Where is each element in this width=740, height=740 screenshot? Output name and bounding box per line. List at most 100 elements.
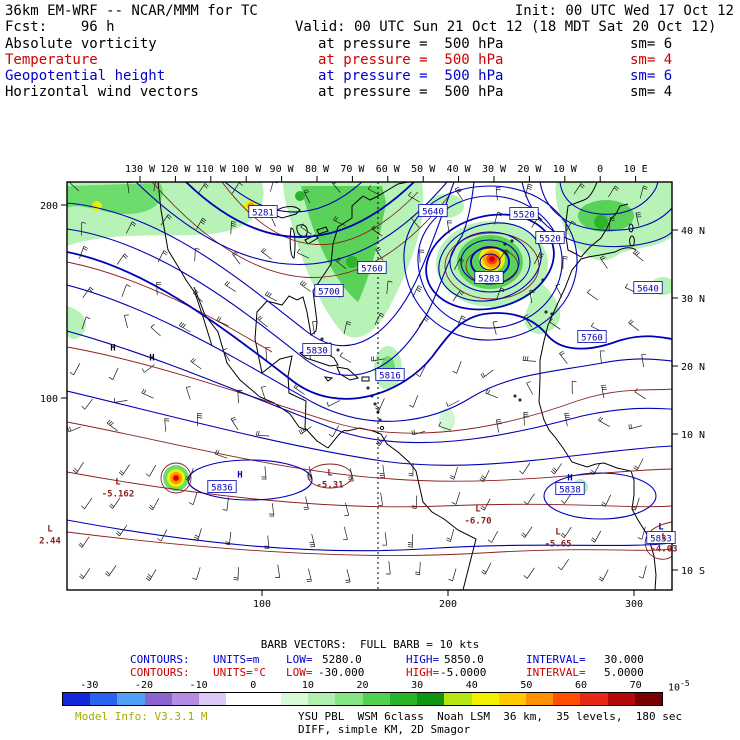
colorbar-cell [525, 693, 554, 705]
svg-text:L: L [661, 533, 667, 543]
physics-options: YSU PBL WSM 6class Noah LSM 36 km, 35 le… [298, 710, 683, 723]
colorbar-cell [226, 693, 254, 705]
barb-legend: BARB VECTORS: FULL BARB = 10 kts [260, 638, 480, 651]
legend-text: UNITS=°C [213, 666, 266, 679]
map-frame [66, 181, 673, 591]
wind-barbs [67, 182, 648, 583]
colorbar-tick-labels: -30 -20 -10 0 10 20 30 40 50 60 70 [62, 680, 663, 692]
colorbar-cell [117, 693, 145, 705]
colorbar-cell [417, 693, 445, 705]
field-name: Geopotential height [5, 68, 166, 84]
colorbar-cell [335, 693, 363, 705]
svg-text:L: L [658, 523, 664, 533]
svg-text:5833: 5833 [650, 535, 672, 545]
legend-text: 5280.0 [322, 653, 362, 666]
colorbar-tick: 50 [520, 680, 533, 691]
colorbar-cell [280, 693, 309, 705]
svg-text:5816: 5816 [379, 372, 401, 382]
svg-text:-6.70: -6.70 [464, 517, 491, 527]
field-smoothing: sm= 6 [630, 36, 673, 52]
field-pressure: at pressure = 500 hPa [318, 68, 504, 84]
header: 36km EM-WRF -- NCAR/MMM for TC Init: 00 … [0, 0, 740, 105]
axis-ticks: 130 W 120 W 110 W 100 W 90 W 80 W 70 W 60 W 50 W… [40, 164, 705, 610]
field-name: Temperature [5, 52, 98, 68]
colorbar-cell [498, 693, 526, 705]
svg-text:L: L [115, 478, 121, 488]
svg-text:300: 300 [625, 599, 643, 610]
svg-text:50 W: 50 W [411, 164, 436, 175]
svg-text:30 W: 30 W [482, 164, 507, 175]
svg-text:10 S: 10 S [681, 566, 705, 577]
legend-text: 5850.0 [444, 653, 484, 666]
legend-text: UNITS=m [213, 653, 260, 666]
forecast-hour: Fcst: 96 h [5, 19, 115, 35]
svg-text:L: L [555, 528, 561, 538]
temperature-contours [67, 182, 672, 560]
legend-text: 30.000 [604, 653, 644, 666]
legend-text: LOW= [286, 666, 313, 679]
field-smoothing: sm= 6 [630, 68, 673, 84]
field-pressure: at pressure = 500 hPa [318, 36, 504, 52]
colorbar-tick: 60 [575, 680, 588, 691]
colorbar-cell [253, 693, 281, 705]
svg-text:H: H [237, 471, 242, 481]
colorbar-tick: 0 [250, 680, 257, 691]
svg-text:L: L [327, 469, 333, 479]
svg-text:10 N: 10 N [681, 430, 705, 441]
svg-text:200: 200 [439, 599, 457, 610]
colorbar-cell [607, 693, 635, 705]
colorbar-exponent: 10-5 [668, 679, 690, 694]
legend-text: INTERVAL= [526, 666, 586, 679]
svg-text:200: 200 [40, 201, 58, 212]
colorbar-tick: -20 [134, 680, 153, 691]
svg-text:5760: 5760 [361, 265, 383, 275]
svg-text:5281: 5281 [252, 209, 274, 219]
colorbar-tick: 70 [629, 680, 642, 691]
svg-text:80 W: 80 W [305, 164, 330, 175]
svg-text:5520: 5520 [539, 235, 561, 245]
colorbar-cell [553, 693, 581, 705]
colorbar: -30 -20 -10 0 10 20 30 40 50 60 70 10-5 [62, 679, 690, 708]
svg-text:H: H [567, 474, 572, 484]
svg-text:100: 100 [253, 599, 271, 610]
colorbar-tick: 30 [411, 680, 424, 691]
legend-text: HIGH= [406, 653, 440, 666]
svg-text:5520: 5520 [513, 211, 535, 221]
field-name: Horizontal wind vectors [5, 84, 199, 100]
diffusion-info: DIFF, simple KM, 2D Smagor [298, 723, 471, 736]
svg-text:H: H [110, 344, 115, 354]
svg-text:60 W: 60 W [376, 164, 401, 175]
height-contours [67, 182, 672, 552]
model-info: Model Info: V3.3.1 M [75, 710, 208, 723]
colorbar-cell [580, 693, 608, 705]
svg-text:100 W: 100 W [231, 164, 262, 175]
svg-text:70 W: 70 W [340, 164, 365, 175]
svg-text:120 W: 120 W [160, 164, 191, 175]
field-name: Absolute vorticity [5, 36, 157, 52]
colorbar-tick: -10 [189, 680, 208, 691]
colorbar-tick: 40 [465, 680, 478, 691]
svg-text:H: H [149, 354, 154, 364]
svg-text:130 W: 130 W [125, 164, 156, 175]
colorbar-cell [171, 693, 200, 705]
svg-text:40 W: 40 W [447, 164, 472, 175]
svg-text:100: 100 [40, 394, 58, 405]
colorbar-cell [199, 693, 227, 705]
legend-text: 5.0000 [604, 666, 644, 679]
legend: BARB VECTORS: FULL BARB = 10 kts CONTOUR… [0, 638, 740, 680]
valid-time: Valid: 00 UTC Sun 21 Oct 12 (18 MDT Sat … [295, 19, 717, 35]
svg-text:L: L [47, 525, 53, 535]
colorbar-tick: -30 [80, 680, 99, 691]
colorbar-cell [90, 693, 118, 705]
svg-text:110 W: 110 W [196, 164, 227, 175]
svg-text:10 W: 10 W [553, 164, 578, 175]
legend-text: CONTOURS: [130, 666, 190, 679]
svg-text:5640: 5640 [637, 285, 659, 295]
svg-text:-5.65: -5.65 [544, 540, 571, 550]
field-smoothing: sm= 4 [630, 52, 673, 68]
model-title: 36km EM-WRF -- NCAR/MMM for TC [5, 3, 258, 19]
colorbar-cell [389, 693, 418, 705]
svg-text:-4.03: -4.03 [650, 545, 677, 555]
svg-text:L: L [475, 505, 481, 515]
